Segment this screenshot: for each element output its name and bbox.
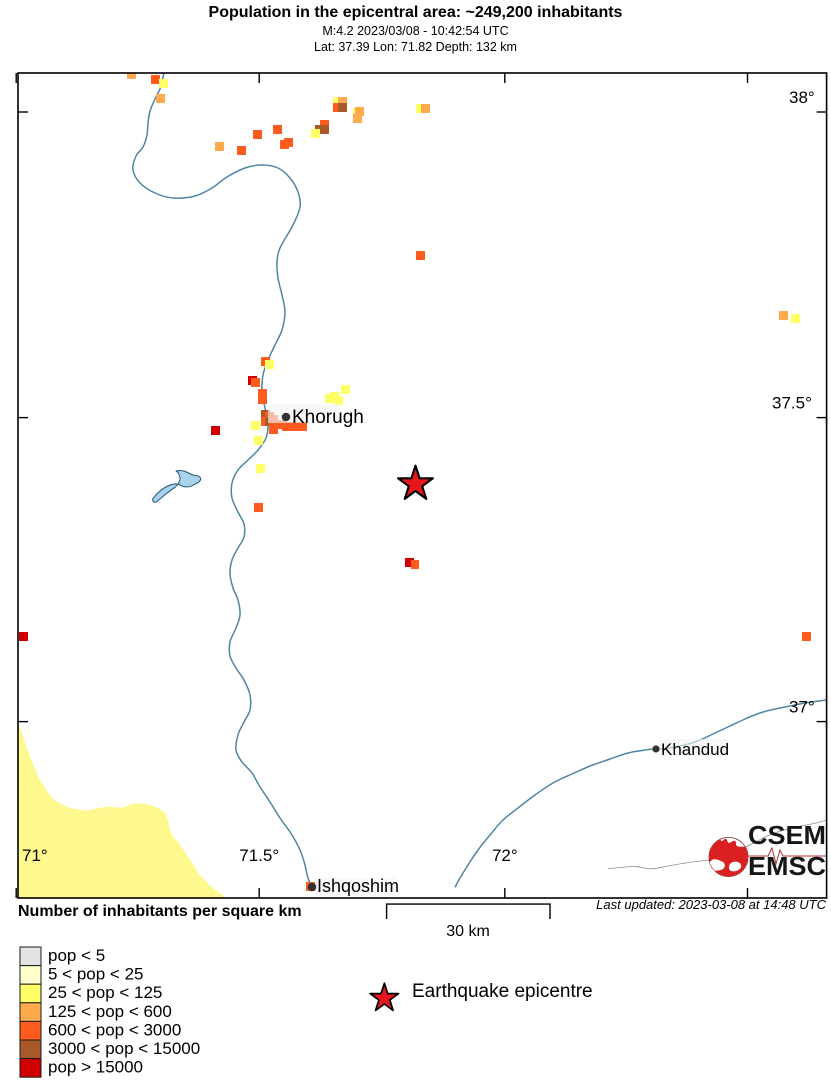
svg-text:600 < pop < 3000: 600 < pop < 3000 [48, 1020, 181, 1039]
svg-text:25 < pop < 125: 25 < pop < 125 [48, 983, 162, 1002]
svg-text:3000 < pop < 15000: 3000 < pop < 15000 [48, 1039, 200, 1058]
svg-text:Last updated: 2023-03-08 at 14: Last updated: 2023-03-08 at 14:48 UTC [596, 897, 826, 912]
svg-text:5 < pop < 25: 5 < pop < 25 [48, 965, 143, 984]
svg-text:pop > 15000: pop > 15000 [48, 1058, 143, 1077]
svg-text:125 < pop < 600: 125 < pop < 600 [48, 1002, 172, 1021]
svg-text:30 km: 30 km [446, 923, 490, 940]
svg-text:pop < 5: pop < 5 [48, 946, 105, 965]
svg-text:Earthquake epicentre: Earthquake epicentre [412, 981, 593, 1002]
